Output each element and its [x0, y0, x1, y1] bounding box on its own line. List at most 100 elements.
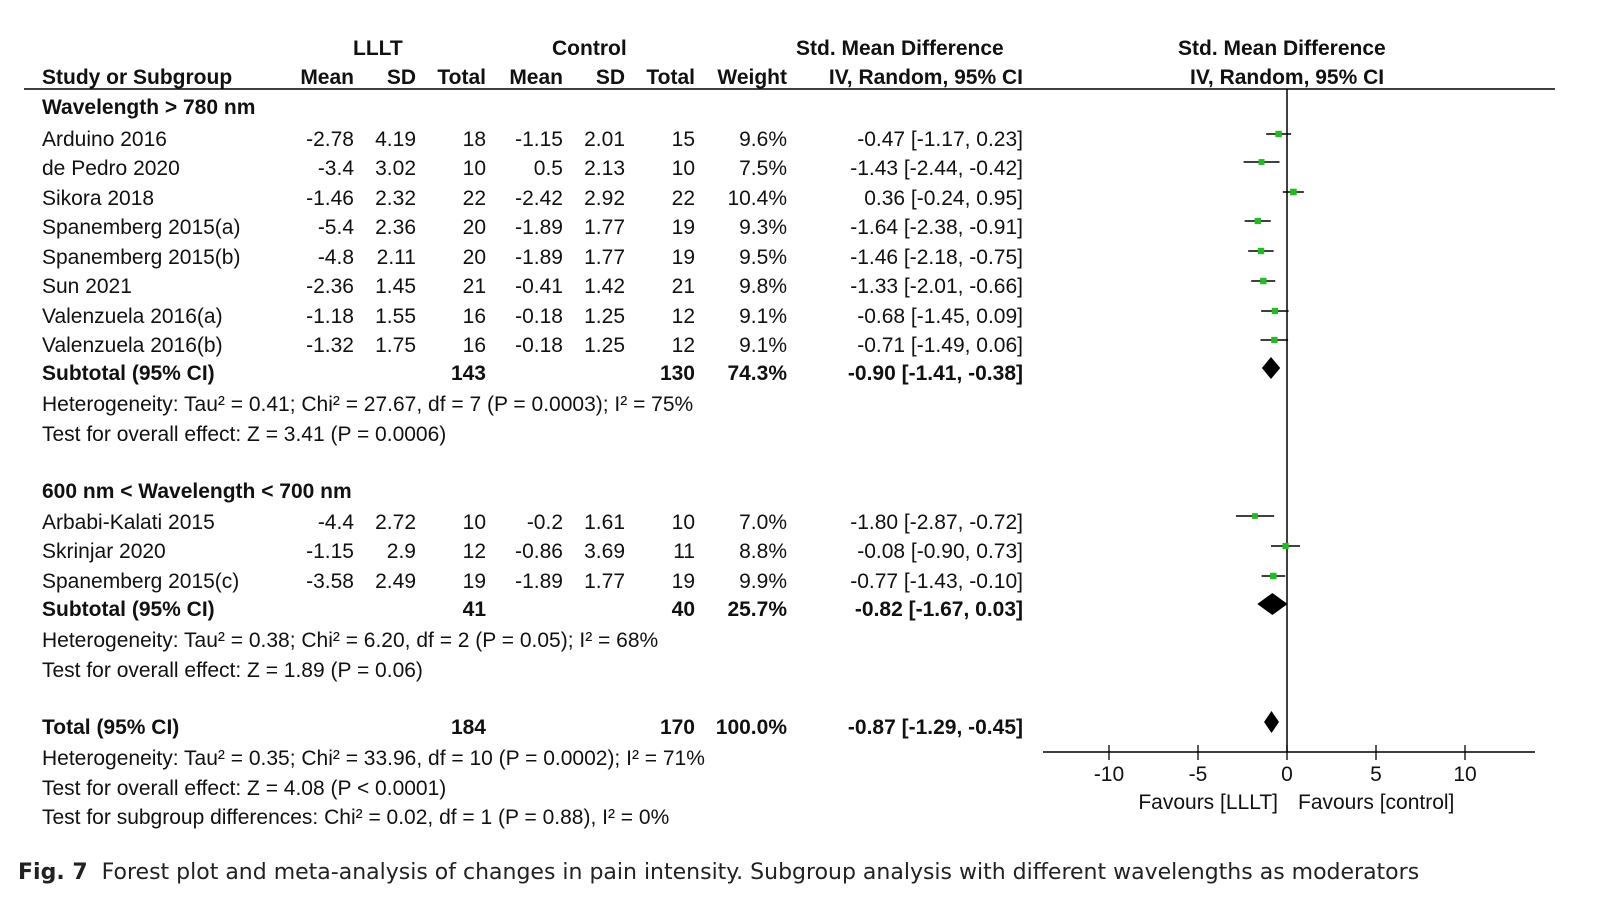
- study-weight: 10.4%: [727, 187, 787, 210]
- study-sd-lllt: 3.02: [375, 157, 416, 180]
- study-total-control: 19: [671, 246, 695, 269]
- study-total-control: 19: [671, 570, 695, 593]
- col-sd2: SD: [595, 66, 625, 89]
- col-study: Study or Subgroup: [42, 66, 233, 89]
- subtotal-weight: 74.3%: [727, 362, 787, 385]
- study-sd-lllt: 1.75: [375, 334, 416, 357]
- col-mean2: Mean: [509, 66, 563, 89]
- study-point-square: [1258, 159, 1265, 165]
- study-total-control: 19: [671, 216, 695, 239]
- study-mean-lllt: -2.78: [306, 128, 354, 151]
- study-mean-lllt: -4.8: [317, 246, 354, 269]
- caption-label: Fig. 7: [18, 860, 88, 885]
- subgroup-title: 600 nm < Wavelength < 700 nm: [42, 480, 352, 503]
- subtotal-total-lllt: 41: [462, 598, 486, 621]
- study-mean-lllt: -4.4: [317, 511, 354, 534]
- header-lllt: LLLT: [353, 37, 403, 60]
- overall-effect-text: Test for overall effect: Z = 1.89 (P = 0…: [42, 659, 423, 682]
- header-control: Control: [552, 37, 627, 60]
- study-sd-lllt: 2.72: [375, 511, 416, 534]
- subtotal-label: Subtotal (95% CI): [42, 362, 215, 385]
- study-weight: 9.5%: [739, 246, 787, 269]
- study-mean-control: -0.18: [515, 334, 563, 357]
- study-mean-lllt: -5.4: [317, 216, 354, 239]
- study-weight: 7.0%: [739, 511, 787, 534]
- study-mean-lllt: -3.4: [317, 157, 354, 180]
- study-weight: 9.6%: [739, 128, 787, 151]
- study-mean-control: -1.15: [515, 128, 563, 151]
- study-sd-control: 1.77: [584, 216, 625, 239]
- study-mean-control: -1.89: [515, 246, 563, 269]
- total-ci: -0.87 [-1.29, -0.45]: [847, 716, 1023, 739]
- study-ci: -0.47 [-1.17, 0.23]: [857, 128, 1023, 151]
- overall-effect-text: Test for overall effect: Z = 3.41 (P = 0…: [42, 423, 447, 446]
- study-ci: -1.64 [-2.38, -0.91]: [850, 216, 1023, 239]
- study-total-control: 15: [671, 128, 695, 151]
- study-total-lllt: 20: [462, 246, 486, 269]
- subtotal-ci: -0.82 [-1.67, 0.03]: [854, 598, 1023, 621]
- x-axis-tick-label: 0: [1281, 763, 1293, 786]
- total-total-lllt: 184: [450, 716, 486, 739]
- study-point-square: [1260, 277, 1267, 285]
- study-total-control: 12: [671, 305, 695, 328]
- study-ci: -0.68 [-1.45, 0.09]: [857, 305, 1023, 328]
- study-mean-control: -1.89: [515, 216, 563, 239]
- study-total-lllt: 10: [462, 511, 486, 534]
- study-ci: -0.77 [-1.43, -0.10]: [850, 570, 1023, 593]
- subgroup-title: Wavelength > 780 nm: [42, 96, 256, 119]
- study-sd-control: 3.69: [584, 540, 625, 563]
- study-ci: -0.71 [-1.49, 0.06]: [857, 334, 1023, 357]
- study-point-square: [1271, 307, 1279, 315]
- study-sd-control: 1.42: [584, 275, 625, 298]
- study-name: Arbabi-Kalati 2015: [42, 511, 215, 534]
- study-sd-control: 1.25: [584, 334, 625, 357]
- study-ci: -1.33 [-2.01, -0.66]: [850, 275, 1023, 298]
- x-axis-tick-label: 5: [1370, 763, 1382, 786]
- study-weight: 9.1%: [739, 334, 787, 357]
- study-weight: 9.3%: [739, 216, 787, 239]
- subtotal-total-control: 130: [659, 362, 695, 385]
- study-mean-control: -1.89: [515, 570, 563, 593]
- study-sd-control: 2.92: [584, 187, 625, 210]
- study-total-control: 21: [671, 275, 695, 298]
- study-point-square: [1252, 513, 1258, 519]
- study-ci: 0.36 [-0.24, 0.95]: [864, 187, 1023, 210]
- subtotal-total-control: 40: [671, 598, 695, 621]
- study-ci: -1.43 [-2.44, -0.42]: [850, 157, 1023, 180]
- study-point-square: [1257, 247, 1265, 255]
- study-total-lllt: 19: [462, 570, 486, 593]
- study-total-lllt: 16: [462, 305, 486, 328]
- study-mean-lllt: -3.58: [306, 570, 354, 593]
- heterogeneity-text: Heterogeneity: Tau² = 0.41; Chi² = 27.67…: [42, 393, 694, 416]
- study-name: Valenzuela 2016(b): [42, 334, 223, 357]
- study-sd-control: 2.13: [584, 157, 625, 180]
- subtotal-label: Subtotal (95% CI): [42, 598, 215, 621]
- subtotal-total-lllt: 143: [450, 362, 486, 385]
- study-name: Spanemberg 2015(c): [42, 570, 240, 593]
- study-mean-control: 0.5: [533, 157, 563, 180]
- study-point-square: [1254, 217, 1261, 225]
- pooled-diamond: [1264, 711, 1279, 733]
- col-total1: Total: [437, 66, 486, 89]
- study-total-control: 22: [671, 187, 695, 210]
- plot-header-title: Std. Mean Difference: [1178, 37, 1386, 60]
- figure-caption: Fig. 7 Forest plot and meta-analysis of …: [18, 860, 1419, 885]
- study-mean-lllt: -2.36: [306, 275, 354, 298]
- study-total-lllt: 20: [462, 216, 486, 239]
- subgroup-difference: Test for subgroup differences: Chi² = 0.…: [42, 806, 670, 829]
- x-axis-tick-label: -5: [1189, 763, 1208, 786]
- study-name: Valenzuela 2016(a): [42, 305, 223, 328]
- study-name: Sun 2021: [42, 275, 132, 298]
- pooled-diamond: [1261, 357, 1281, 379]
- study-weight: 9.9%: [739, 570, 787, 593]
- subtotal-ci: -0.90 [-1.41, -0.38]: [847, 362, 1023, 385]
- study-ci: -0.08 [-0.90, 0.73]: [857, 540, 1023, 563]
- study-mean-control: -0.2: [526, 511, 563, 534]
- study-sd-lllt: 1.55: [375, 305, 416, 328]
- study-sd-control: 1.77: [584, 570, 625, 593]
- study-total-control: 10: [671, 511, 695, 534]
- total-label: Total (95% CI): [42, 716, 180, 739]
- study-sd-control: 1.77: [584, 246, 625, 269]
- subtotal-weight: 25.7%: [727, 598, 787, 621]
- study-mean-control: -2.42: [515, 187, 563, 210]
